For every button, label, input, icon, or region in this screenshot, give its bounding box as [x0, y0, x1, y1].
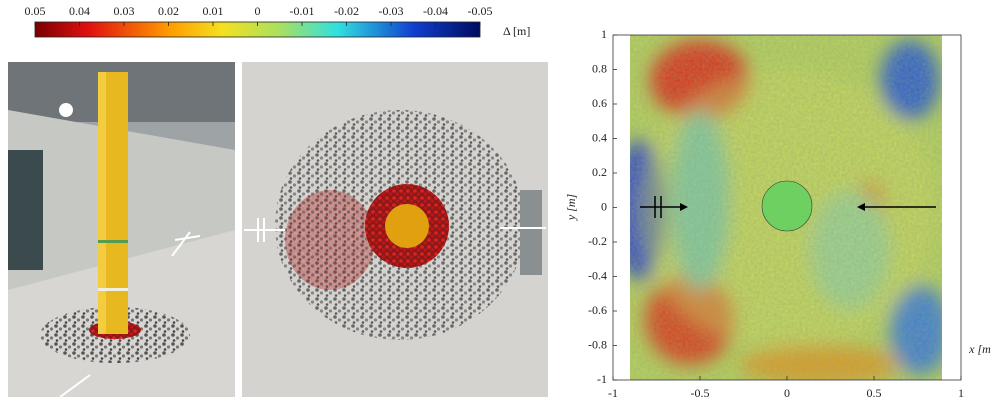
x-tick-label: -0.5 [691, 386, 710, 400]
colorbar-tick-label: -0.03 [379, 4, 404, 18]
x-tick-label: 0.5 [867, 386, 882, 400]
x-tick-label: -1 [608, 386, 618, 400]
colorbar-tick-label: -0.02 [334, 4, 359, 18]
colorbar-tick-label: -0.04 [423, 4, 448, 18]
colorbar-tick-label: -0.01 [290, 4, 315, 18]
y-tick-label: -0.4 [588, 268, 607, 282]
y-tick-label: 0.2 [592, 165, 607, 179]
photo-pillar [8, 62, 235, 397]
colorbar-tick-label: -0.05 [468, 4, 493, 18]
y-tick-label: 0.4 [592, 130, 607, 144]
y-tick-label: 0.8 [592, 61, 607, 75]
photo-scour [242, 62, 548, 397]
colorbar-tick-label: 0 [255, 4, 261, 18]
y-tick-label: -0.6 [588, 303, 607, 317]
colorbar-tick-label: 0.03 [114, 4, 135, 18]
heatmap [615, 35, 950, 385]
colorbar-tick-label: 0.02 [158, 4, 179, 18]
colorbar-tick-label: 0.04 [69, 4, 90, 18]
colorbar-tick-label: 0.01 [203, 4, 224, 18]
colorbar-label: Δ [m] [503, 24, 530, 38]
x-tick-label: 1 [958, 386, 964, 400]
x-axis-label: x [m [968, 342, 991, 356]
figure: 0.05 0.04 0.03 0.02 0.01 0 -0.01 -0.02 -0.03 -0.0… [0, 0, 996, 403]
y-tick-label: -0.2 [588, 234, 607, 248]
y-tick-label: 0.6 [592, 96, 607, 110]
y-tick-label: -0.8 [588, 337, 607, 351]
y-tick-label: -1 [597, 372, 607, 386]
x-tick-label: 0 [784, 386, 790, 400]
y-tick-label: 1 [601, 27, 607, 41]
y-axis-label: y [m] [564, 194, 578, 222]
colorbar-tick-label: 0.05 [25, 4, 46, 18]
y-tick-label: 0 [601, 199, 607, 213]
